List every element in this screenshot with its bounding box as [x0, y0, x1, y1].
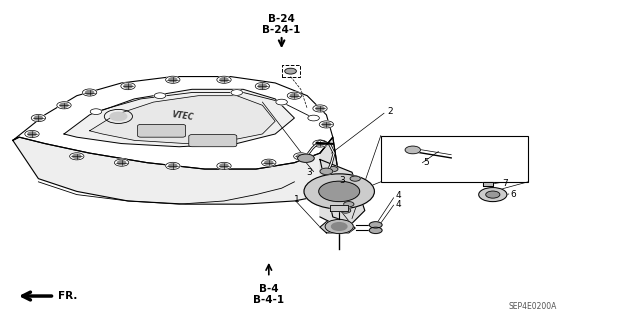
Circle shape — [28, 132, 36, 136]
Circle shape — [169, 164, 177, 168]
Circle shape — [259, 84, 266, 88]
Text: 7: 7 — [502, 179, 508, 188]
Circle shape — [313, 105, 327, 112]
Circle shape — [110, 112, 127, 121]
Circle shape — [297, 154, 305, 158]
Circle shape — [298, 154, 314, 162]
Circle shape — [35, 116, 42, 120]
Text: B-4-1: B-4-1 — [253, 295, 284, 306]
Text: VTEC: VTEC — [171, 110, 194, 122]
Polygon shape — [320, 137, 346, 223]
Circle shape — [57, 102, 71, 109]
Circle shape — [73, 154, 81, 158]
Circle shape — [83, 89, 97, 96]
Circle shape — [154, 93, 166, 99]
Text: SEP4E0200A: SEP4E0200A — [508, 302, 557, 311]
FancyBboxPatch shape — [138, 124, 186, 137]
Polygon shape — [90, 96, 275, 144]
Circle shape — [344, 202, 354, 207]
Text: 5: 5 — [424, 158, 429, 167]
Circle shape — [304, 174, 374, 209]
Circle shape — [287, 92, 301, 99]
Polygon shape — [13, 77, 333, 169]
Circle shape — [90, 109, 102, 115]
Bar — [330, 205, 348, 211]
Circle shape — [328, 167, 338, 172]
FancyBboxPatch shape — [189, 135, 237, 147]
Circle shape — [316, 142, 324, 145]
Circle shape — [220, 164, 228, 168]
Circle shape — [60, 103, 68, 107]
Circle shape — [265, 161, 273, 165]
Circle shape — [115, 159, 129, 166]
Text: 4: 4 — [396, 191, 401, 200]
Polygon shape — [483, 182, 493, 186]
Polygon shape — [13, 137, 339, 204]
Text: B-24-1: B-24-1 — [262, 25, 301, 35]
Circle shape — [121, 83, 135, 90]
Circle shape — [486, 191, 500, 198]
Text: 4: 4 — [396, 200, 401, 209]
Circle shape — [308, 115, 319, 121]
Circle shape — [217, 162, 231, 169]
Polygon shape — [64, 89, 294, 147]
Circle shape — [276, 99, 287, 105]
Circle shape — [316, 107, 324, 110]
Polygon shape — [320, 222, 355, 233]
Text: 2: 2 — [387, 107, 393, 116]
Text: 3: 3 — [339, 176, 345, 185]
Text: B-4: B-4 — [259, 284, 278, 294]
Circle shape — [25, 130, 39, 137]
Circle shape — [166, 162, 180, 169]
Text: 3: 3 — [306, 168, 312, 177]
Text: 1: 1 — [294, 195, 300, 204]
Circle shape — [350, 176, 360, 181]
Circle shape — [479, 188, 507, 202]
Circle shape — [320, 168, 333, 174]
Text: B-24: B-24 — [268, 14, 295, 24]
Circle shape — [332, 223, 347, 230]
Circle shape — [313, 140, 327, 147]
Circle shape — [86, 91, 93, 94]
Circle shape — [220, 78, 228, 82]
Circle shape — [169, 78, 177, 82]
Text: 6: 6 — [510, 190, 516, 199]
Bar — [381, 136, 528, 182]
Circle shape — [255, 83, 269, 90]
Circle shape — [323, 122, 330, 126]
Polygon shape — [320, 160, 365, 223]
Circle shape — [291, 94, 298, 98]
Circle shape — [70, 153, 84, 160]
Circle shape — [166, 76, 180, 83]
Circle shape — [369, 227, 382, 234]
Circle shape — [285, 68, 296, 74]
Circle shape — [31, 115, 45, 122]
Text: FR.: FR. — [58, 291, 77, 301]
Circle shape — [369, 222, 382, 228]
Circle shape — [319, 181, 360, 202]
Circle shape — [124, 84, 132, 88]
Circle shape — [217, 76, 231, 83]
Circle shape — [262, 159, 276, 166]
Circle shape — [405, 146, 420, 154]
Circle shape — [118, 161, 125, 165]
Circle shape — [340, 208, 351, 213]
Circle shape — [325, 219, 353, 234]
Circle shape — [319, 121, 333, 128]
Circle shape — [231, 90, 243, 95]
Circle shape — [294, 153, 308, 160]
